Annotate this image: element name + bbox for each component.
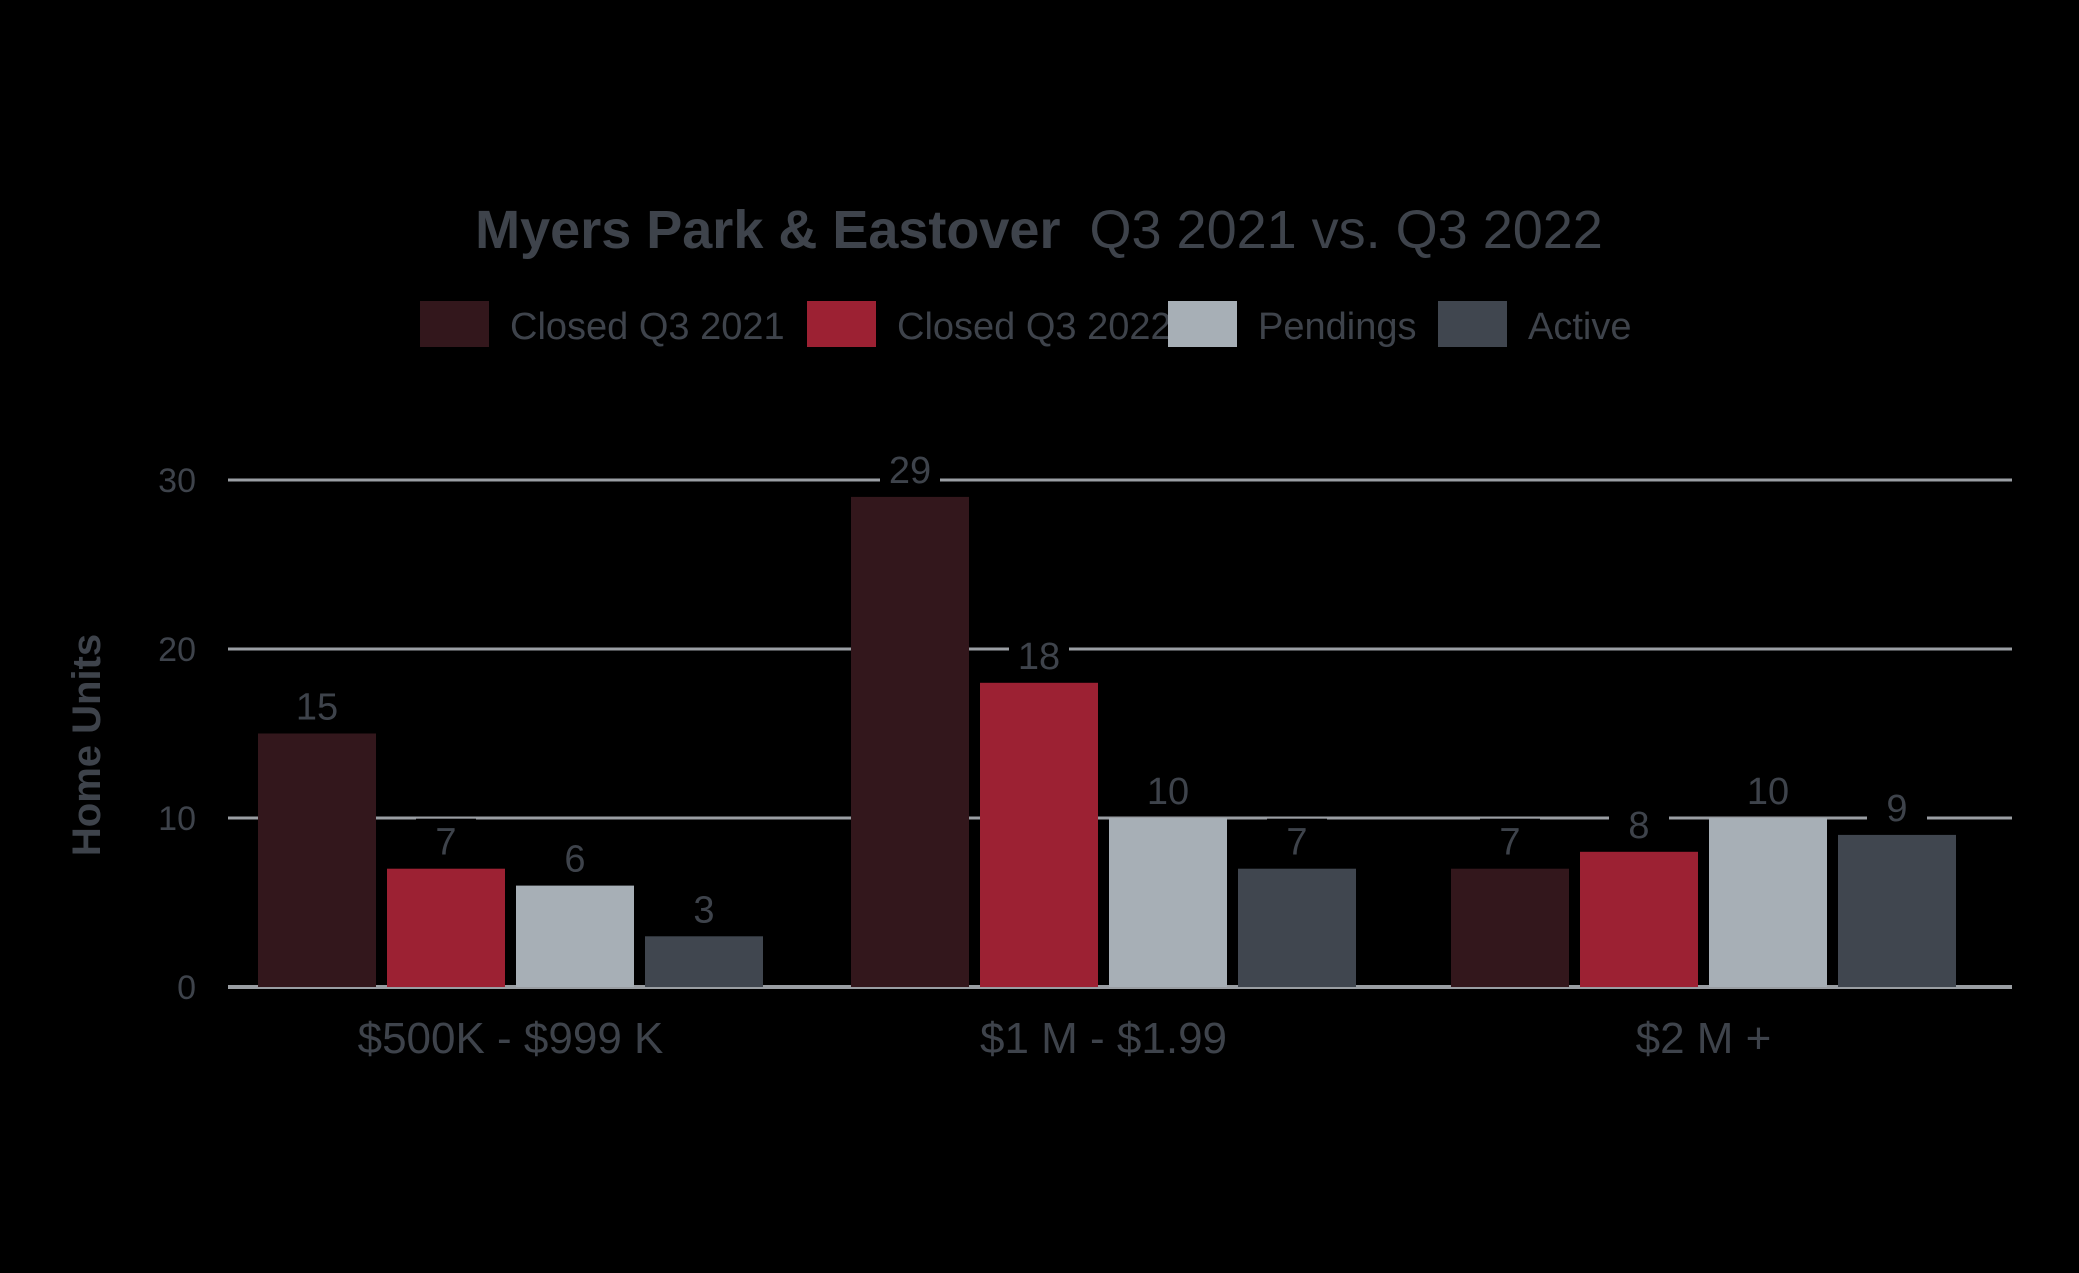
y-axis-ticks: 0 10 20 30 <box>158 462 196 1007</box>
value-label-backing <box>674 886 734 929</box>
chart-title: Myers Park & Eastover Q3 2021 vs. Q3 202… <box>475 200 1603 260</box>
value-label-backing <box>1867 784 1927 827</box>
y-axis-label: Home Units <box>65 634 109 856</box>
value-label-backing <box>287 683 347 726</box>
bars <box>258 496 1956 987</box>
value-labels: 15 7 6 3 29 18 10 7 7 8 10 9 <box>287 446 1927 931</box>
legend-swatch <box>1168 301 1237 347</box>
value-label: 29 <box>889 450 931 492</box>
y-tick-label: 0 <box>177 969 196 1007</box>
bar <box>645 936 763 987</box>
value-label: 10 <box>1747 771 1789 813</box>
chart-title-bold: Myers Park & Eastover <box>475 200 1060 260</box>
y-tick-label: 20 <box>158 631 196 669</box>
legend-label: Pendings <box>1258 306 1416 348</box>
bar <box>387 868 505 987</box>
value-label-backing <box>416 818 476 861</box>
value-label: 7 <box>435 822 456 864</box>
chart-title-rest: Q3 2021 vs. Q3 2022 <box>1090 200 1603 260</box>
value-label-backing <box>545 835 605 878</box>
legend-label: Active <box>1528 306 1631 348</box>
legend-swatch <box>420 301 489 347</box>
value-label: 8 <box>1628 805 1649 847</box>
value-label-backing <box>1609 801 1669 844</box>
bar <box>1451 868 1569 987</box>
bar <box>516 885 634 987</box>
value-label-backing <box>880 446 940 489</box>
legend: Closed Q3 2021 Closed Q3 2022 Pendings Acti… <box>420 301 1631 348</box>
value-label-backing <box>1138 768 1198 810</box>
legend-label: Closed Q3 2021 <box>510 306 785 348</box>
legend-label: Closed Q3 2022 <box>897 306 1172 348</box>
bar <box>258 733 376 987</box>
legend-swatch <box>807 301 876 347</box>
bar <box>1709 818 1827 987</box>
value-label: 7 <box>1499 822 1520 864</box>
bar <box>980 682 1098 987</box>
bar <box>851 496 969 987</box>
value-label: 7 <box>1286 822 1307 864</box>
bar <box>1238 868 1356 987</box>
x-tick-label: $1 M - $1.99 <box>980 1014 1227 1063</box>
value-label-backing <box>1009 632 1069 675</box>
x-tick-label: $500K - $999 K <box>358 1014 664 1063</box>
value-label: 9 <box>1886 788 1907 830</box>
y-tick-label: 30 <box>158 462 196 500</box>
y-tick-label: 10 <box>158 800 196 838</box>
bar <box>1580 851 1698 987</box>
bar <box>1838 834 1956 987</box>
x-axis-ticks: $500K - $999 K $1 M - $1.99 $2 M + <box>358 1014 1772 1063</box>
value-label-backing <box>1267 818 1327 861</box>
value-label-backing <box>1480 818 1540 861</box>
value-label: 15 <box>296 687 338 729</box>
value-label: 6 <box>564 839 585 881</box>
legend-swatch <box>1438 301 1507 347</box>
bar <box>1109 818 1227 987</box>
value-label: 18 <box>1018 636 1060 678</box>
value-label: 3 <box>693 889 714 931</box>
value-label: 10 <box>1147 771 1189 813</box>
value-label-backing <box>1738 768 1798 810</box>
x-tick-label: $2 M + <box>1636 1014 1772 1063</box>
